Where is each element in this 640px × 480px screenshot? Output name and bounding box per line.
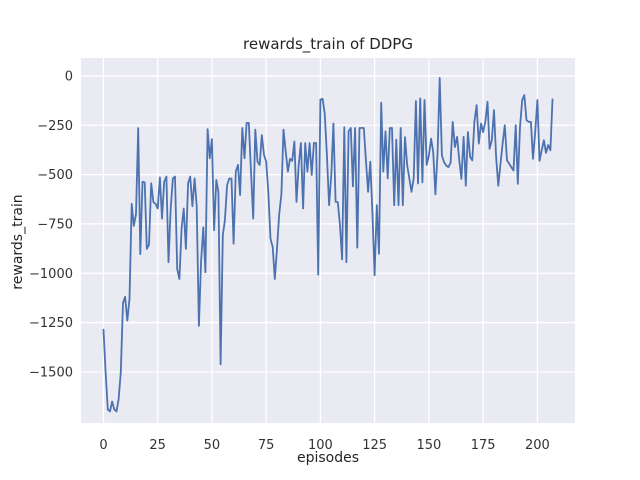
x-tick-label: 150 <box>416 438 441 453</box>
y-tick-label: 0 <box>65 69 73 84</box>
x-tick-label: 0 <box>99 438 107 453</box>
y-tick-label: −1500 <box>29 365 73 380</box>
y-tick-labels: 0 −250 −500 −750 −1000 −1250 −1500 <box>29 69 73 380</box>
chart-title: rewards_train of DDPG <box>243 35 413 54</box>
y-axis-label: rewards_train <box>10 194 26 289</box>
x-tick-label: 175 <box>471 438 496 453</box>
series-group <box>102 77 554 413</box>
y-tick-label: −1000 <box>29 267 73 282</box>
plot-area <box>81 58 575 423</box>
x-tick-labels: 0 25 50 75 100 125 150 175 200 <box>99 438 549 453</box>
x-tick-label: 25 <box>149 438 166 453</box>
x-axis-label: episodes <box>297 450 359 466</box>
y-tick-label: −500 <box>37 168 73 183</box>
data-line <box>102 77 554 413</box>
x-tick-label: 75 <box>258 438 275 453</box>
x-tick-label: 100 <box>308 438 333 453</box>
y-tick-label: −750 <box>37 217 73 232</box>
x-tick-label: 125 <box>362 438 387 453</box>
y-tick-label: −1250 <box>29 316 73 331</box>
gridlines <box>81 58 575 423</box>
x-tick-label: 50 <box>204 438 221 453</box>
x-tick-label: 200 <box>525 438 550 453</box>
y-tick-label: −250 <box>37 119 73 134</box>
